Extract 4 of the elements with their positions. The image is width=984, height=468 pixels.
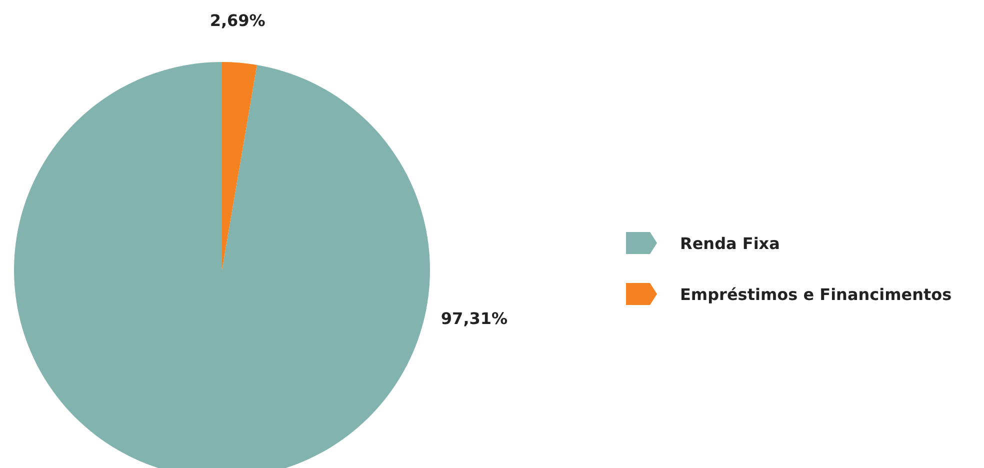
data-label: 2,69% bbox=[210, 11, 266, 30]
legend-label: Renda Fixa bbox=[680, 234, 780, 252]
legend-label: Empréstimos e Financimentos bbox=[680, 284, 952, 304]
data-label: 97,31% bbox=[440, 309, 508, 328]
